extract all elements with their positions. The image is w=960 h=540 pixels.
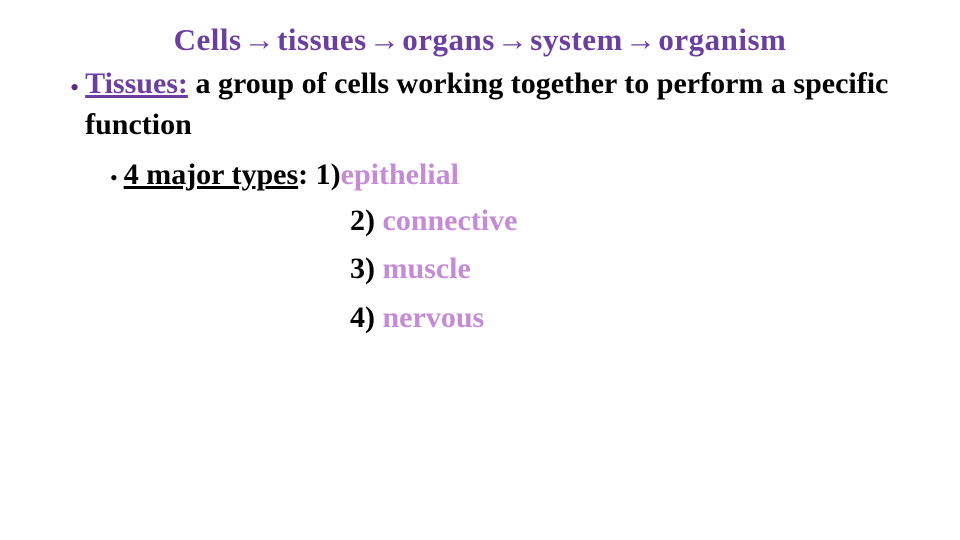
type-number-4: 4): [350, 301, 383, 334]
title-word-organism: organism: [658, 22, 786, 57]
type-name-nervous: nervous: [383, 301, 485, 334]
arrow-icon: →: [623, 22, 659, 57]
title-word-tissues: tissues: [277, 22, 367, 57]
bullet-text: Tissues: a group of cells working togeth…: [85, 64, 890, 145]
type-row-3: 3) muscle: [350, 246, 890, 293]
arrow-icon: →: [367, 22, 403, 57]
title-word-cells: Cells: [174, 22, 242, 57]
title-word-system: system: [530, 22, 623, 57]
type-row-2: 2) connective: [350, 198, 890, 245]
type-name-connective: connective: [383, 204, 518, 237]
types-line: 4 major types: 1)epithelial: [124, 155, 459, 196]
type-name-epithelial: epithelial: [341, 158, 459, 191]
type-number-1: 1): [316, 158, 341, 191]
type-number-3: 3): [350, 252, 383, 285]
bullet-types: • 4 major types: 1)epithelial: [110, 155, 890, 196]
arrow-icon: →: [242, 22, 278, 57]
bullet-icon: •: [70, 70, 79, 105]
bullet-icon: •: [110, 163, 118, 193]
type-number-2: 2): [350, 204, 383, 237]
arrow-icon: →: [495, 22, 531, 57]
types-list: 2) connective 3) muscle 4) nervous: [350, 198, 890, 342]
hierarchy-title: Cells→tissues→organs→system→organism: [70, 22, 890, 58]
term-tissues: Tissues:: [85, 67, 188, 100]
definition-tissues: a group of cells working together to per…: [85, 67, 888, 141]
bullet-tissues: • Tissues: a group of cells working toge…: [70, 64, 890, 145]
types-colon: :: [298, 158, 316, 191]
type-row-4: 4) nervous: [350, 295, 890, 342]
type-name-muscle: muscle: [383, 252, 471, 285]
slide: Cells→tissues→organs→system→organism • T…: [0, 0, 960, 540]
types-label: 4 major types: [124, 158, 298, 191]
title-word-organs: organs: [402, 22, 495, 57]
